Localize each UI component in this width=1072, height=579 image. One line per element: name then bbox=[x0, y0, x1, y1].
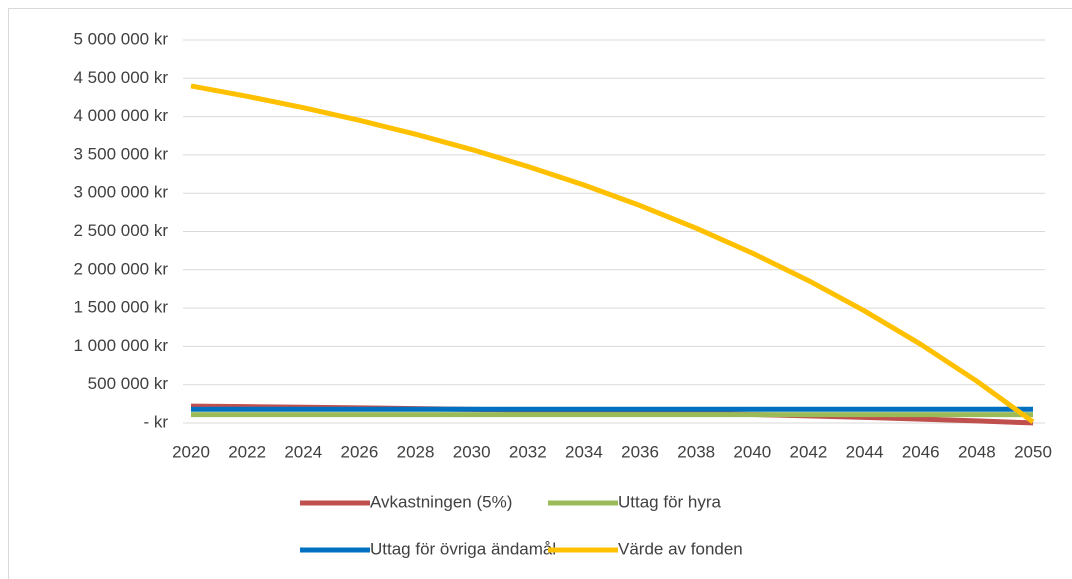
y-tick-label: 500 000 kr bbox=[88, 374, 169, 393]
y-tick-label: 5 000 000 kr bbox=[73, 29, 168, 48]
legend-label: Avkastningen (5%) bbox=[370, 492, 512, 511]
x-tick-label: 2042 bbox=[790, 442, 828, 461]
legend-label: Uttag för övriga ändamål bbox=[370, 539, 556, 558]
x-tick-label: 2050 bbox=[1014, 442, 1052, 461]
y-tick-label: 3 500 000 kr bbox=[73, 144, 168, 163]
x-tick-label: 2048 bbox=[958, 442, 996, 461]
x-tick-label: 2038 bbox=[677, 442, 715, 461]
x-tick-label: 2020 bbox=[172, 442, 210, 461]
legend-label: Uttag för hyra bbox=[618, 492, 722, 511]
legend-label: Värde av fonden bbox=[618, 539, 743, 558]
x-tick-label: 2032 bbox=[509, 442, 547, 461]
y-tick-label: 4 000 000 kr bbox=[73, 106, 168, 125]
y-tick-label: 1 000 000 kr bbox=[73, 336, 168, 355]
x-tick-label: 2044 bbox=[846, 442, 884, 461]
x-tick-label: 2030 bbox=[453, 442, 491, 461]
y-tick-label: 2 000 000 kr bbox=[73, 259, 168, 278]
x-tick-label: 2026 bbox=[340, 442, 378, 461]
y-tick-label: 2 500 000 kr bbox=[73, 221, 168, 240]
y-tick-label: 4 500 000 kr bbox=[73, 68, 168, 87]
x-tick-label: 2022 bbox=[228, 442, 266, 461]
x-tick-label: 2036 bbox=[621, 442, 659, 461]
y-tick-label: - kr bbox=[143, 412, 168, 431]
y-tick-label: 3 000 000 kr bbox=[73, 183, 168, 202]
x-tick-label: 2046 bbox=[902, 442, 940, 461]
x-tick-label: 2034 bbox=[565, 442, 603, 461]
chart-frame bbox=[8, 8, 1072, 579]
x-tick-label: 2040 bbox=[733, 442, 771, 461]
x-tick-label: 2024 bbox=[284, 442, 322, 461]
series-line bbox=[190, 83, 1035, 424]
y-tick-label: 1 500 000 kr bbox=[73, 298, 168, 317]
x-tick-label: 2028 bbox=[397, 442, 435, 461]
